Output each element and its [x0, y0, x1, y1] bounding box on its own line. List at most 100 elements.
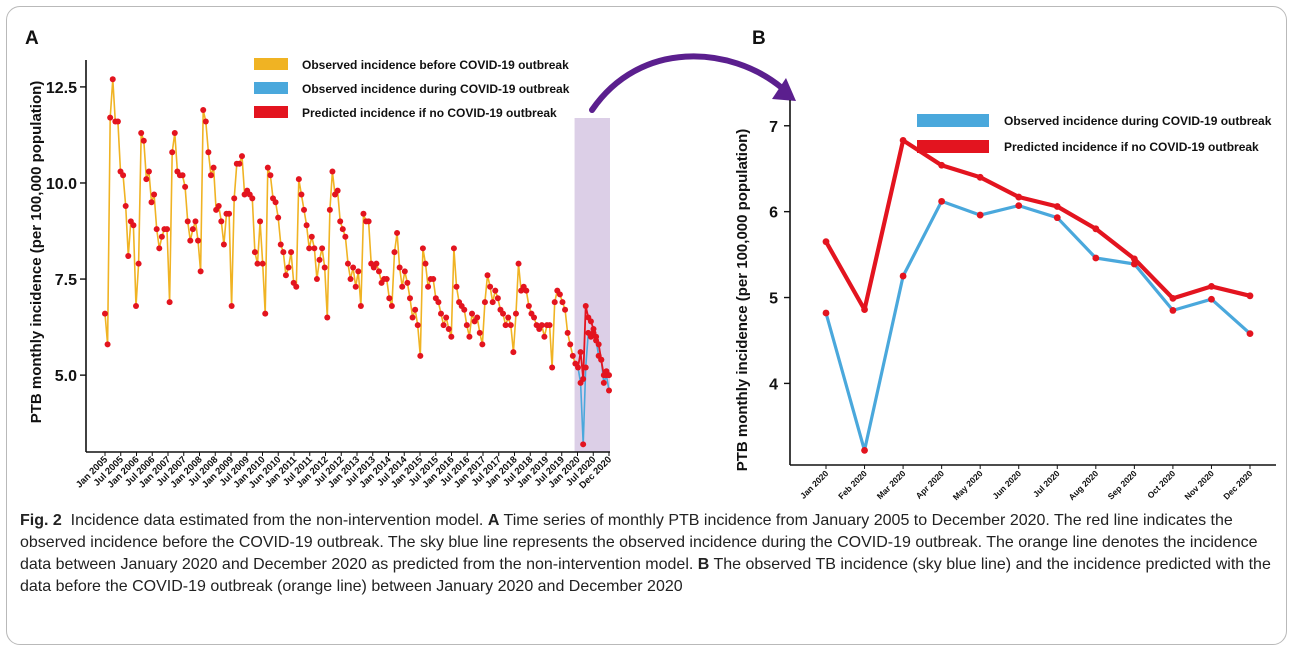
- panel-b-point-predicted: [1246, 292, 1254, 300]
- panel-b-legend-swatch: [917, 140, 989, 153]
- panel-a-point-observed-before: [259, 260, 266, 267]
- panel-a-point-predicted: [595, 341, 602, 348]
- panel-a-point-observed-before: [109, 76, 116, 83]
- panel-a-point-observed-before: [267, 172, 274, 179]
- panel-a-point-observed-before: [375, 268, 382, 275]
- panel-a-point-observed-before: [344, 260, 351, 267]
- panel-a-point-observed-before: [125, 253, 132, 259]
- panel-b-chart: B 4 5 6 7 Jan 2020 Feb 2020 Mar 2020 Apr 2020 Ma…: [734, 28, 1276, 502]
- caption-intro: Incidence data estimated from the non-in…: [70, 512, 484, 529]
- panel-b-point-predicted: [938, 161, 946, 169]
- panel-a-point-predicted: [598, 356, 605, 363]
- panel-b-x-tick-label: Aug 2020: [1066, 468, 1100, 502]
- panel-a-point-predicted: [577, 349, 584, 356]
- panel-a-point-observed-before: [430, 276, 437, 283]
- panel-a-point-observed-before: [453, 283, 460, 290]
- panel-a-point-predicted: [590, 326, 597, 333]
- panel-a-point-observed-before: [481, 299, 488, 306]
- panel-a-point-observed-before: [409, 314, 416, 321]
- panel-a-point-observed-before: [148, 199, 155, 206]
- panel-b-y-tick-label: 4: [769, 376, 778, 393]
- panel-a-point-observed-before: [151, 191, 158, 198]
- panel-a-y-tick-label: 10.0: [46, 176, 77, 193]
- panel-b-x-tick-label: Dec 2020: [1221, 468, 1254, 501]
- panel-b-point-observed-during: [1130, 260, 1138, 268]
- panel-b-point-observed-during: [822, 309, 830, 317]
- panel-a-series: [102, 76, 612, 448]
- panel-a-point-observed-before: [120, 172, 127, 179]
- panel-a-point-observed-before: [492, 287, 499, 294]
- figure-caption: Fig. 2 Incidence data estimated from the…: [20, 510, 1275, 598]
- panel-a-point-observed-before: [567, 341, 574, 348]
- panel-b-x-tick-label: Sep 2020: [1106, 468, 1139, 501]
- panel-a-point-observed-before: [249, 195, 256, 202]
- panel-b-point-observed-during: [861, 447, 868, 454]
- panel-b-y-tick-label: 6: [769, 205, 778, 222]
- panel-b-x-tick-label: Jun 2020: [990, 468, 1023, 501]
- panel-a-point-observed-before: [342, 233, 349, 240]
- panel-a-point-observed-before: [461, 306, 468, 313]
- panel-a-point-observed-before: [564, 329, 571, 336]
- panel-a-point-observed-before: [231, 195, 238, 202]
- panel-a-point-observed-before: [412, 306, 419, 313]
- panel-a-point-observed-before: [130, 222, 137, 229]
- panel-a-point-observed-before: [293, 283, 300, 290]
- panel-a-point-observed-before: [192, 218, 199, 225]
- panel-a-point-observed-before: [205, 149, 212, 156]
- panel-a-point-observed-before: [334, 187, 341, 194]
- panel-a-point-observed-before: [288, 249, 295, 256]
- panel-a-point-observed-before: [350, 264, 357, 271]
- panel-a-point-observed-before: [311, 245, 318, 252]
- panel-a-point-observed-before: [347, 276, 354, 283]
- panel-a-point-observed-before: [207, 172, 214, 179]
- panel-a-point-observed-before: [352, 283, 359, 290]
- panel-a-point-observed-before: [510, 349, 517, 356]
- panel-a-point-observed-before: [360, 210, 367, 217]
- panel-a-point-observed-before: [114, 118, 121, 125]
- panel-a-point-observed-before: [218, 218, 225, 225]
- panel-a-point-observed-before: [122, 203, 129, 210]
- panel-a-point-observed-before: [153, 226, 160, 233]
- panel-b-x-tick-label: May 2020: [951, 468, 985, 502]
- panel-b-point-observed-during: [976, 211, 984, 219]
- panel-b-point-observed-during: [1208, 295, 1215, 303]
- panel-a-point-observed-before: [158, 233, 165, 240]
- panel-b-x-tick-label: Nov 2020: [1182, 468, 1216, 502]
- panel-a-point-observed-before: [228, 302, 235, 309]
- panel-a-point-predicted: [606, 372, 612, 379]
- panel-a-label: A: [25, 28, 39, 49]
- panel-b-point-predicted: [1130, 255, 1138, 263]
- panel-a-point-observed-before: [295, 176, 302, 183]
- caption-part-a-text: Time series of monthly PTB incidence fro…: [20, 512, 1258, 573]
- panel-a-point-observed-before: [303, 222, 310, 229]
- panel-a-point-observed-before: [145, 168, 152, 175]
- panel-a-point-observed-before: [559, 299, 566, 306]
- panel-a-point-observed-before: [308, 233, 315, 240]
- panel-a-point-observed-before: [189, 226, 196, 233]
- panel-a-point-observed-before: [298, 191, 305, 198]
- panel-b-label: B: [752, 28, 766, 49]
- panel-a-point-observed-before: [569, 352, 576, 359]
- panel-b-legend-swatch: [917, 114, 989, 127]
- panel-a-point-observed-before: [417, 352, 424, 359]
- panel-b-y-axis-label: PTB monthly incidence (per 100,000 popul…: [734, 129, 751, 472]
- panel-a-point-observed-before: [484, 272, 491, 279]
- panel-a-point-observed-before: [104, 341, 111, 348]
- panel-a-point-observed-before: [329, 168, 336, 175]
- panel-a-point-observed-before: [179, 172, 186, 179]
- panel-a-point-observed-before: [425, 283, 432, 290]
- panel-b-x-tick-label: Apr 2020: [914, 468, 947, 501]
- panel-b-point-predicted: [1208, 282, 1215, 290]
- panel-a-point-observed-before: [321, 264, 328, 271]
- panel-a-point-observed-before: [515, 260, 522, 267]
- panel-b-point-predicted: [976, 173, 984, 181]
- panel-a-point-observed-before: [394, 229, 401, 236]
- panel-a-point-observed-before: [500, 310, 507, 317]
- panel-a-point-observed-before: [406, 295, 413, 302]
- panel-a-point-observed-before: [275, 214, 282, 221]
- panel-a-point-observed-before: [182, 183, 189, 190]
- panel-a-point-observed-before: [166, 299, 173, 306]
- panel-a-point-observed-before: [102, 310, 108, 317]
- panel-a-point-observed-before: [226, 210, 233, 217]
